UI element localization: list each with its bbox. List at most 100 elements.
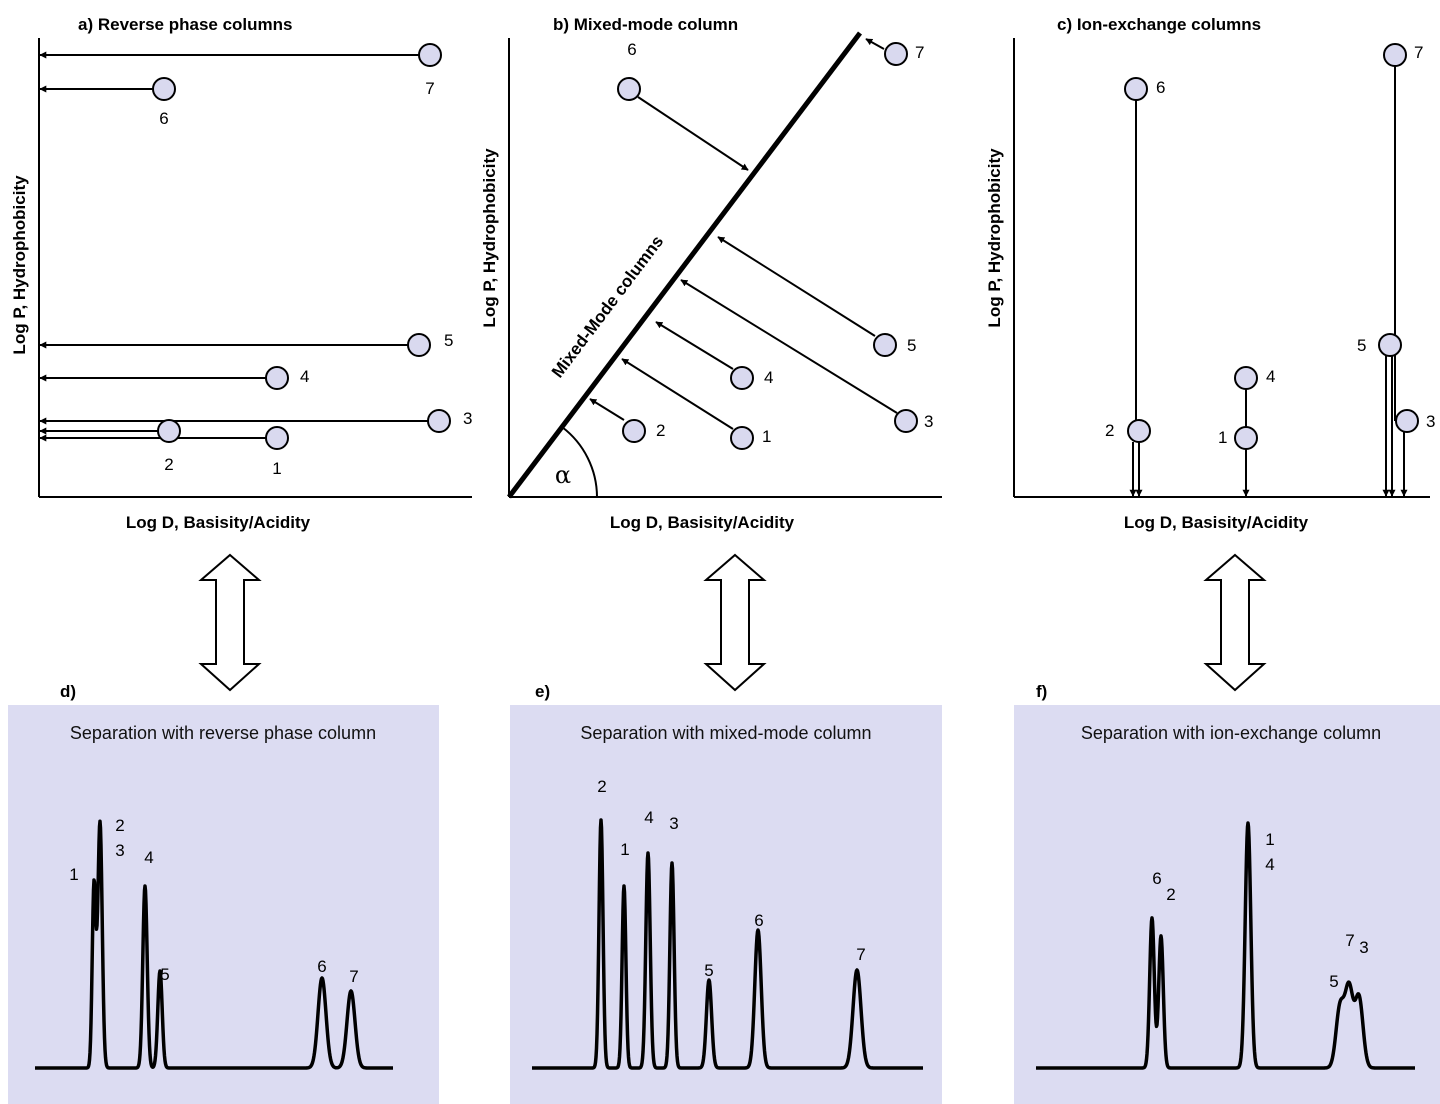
- diagram-b-arrow-1: [621, 358, 734, 430]
- diagram-b-point-7: [884, 42, 908, 66]
- peak-e-label-1: 1: [620, 840, 629, 859]
- diagram-b-label-2: 2: [656, 421, 665, 440]
- diagram-b-point-3: [894, 409, 918, 433]
- diagram-b-point-1: [730, 426, 754, 450]
- diagram-b-label-3: 3: [924, 412, 933, 431]
- double-arrow-a-d: [198, 553, 262, 692]
- diagram-b-arrow-2: [589, 398, 625, 421]
- peak-d-label-1: 1: [69, 865, 78, 884]
- diagram-b-label-6: 6: [627, 40, 636, 59]
- mixed-mode-line: [507, 31, 862, 499]
- separation-d-title: Separation with reverse phase column: [70, 723, 376, 743]
- diagram-b-label-1: 1: [762, 427, 771, 446]
- diagram-a-point-6: [152, 77, 176, 101]
- diagram-b-arrow-6: [637, 96, 749, 171]
- diagram-b-x-axis-label: Log D, Basisity/Acidity: [610, 513, 795, 532]
- diagram-c-point-6: [1124, 77, 1148, 101]
- diagram-a-x-axis-label: Log D, Basisity/Acidity: [126, 513, 311, 532]
- separation-e-background: [510, 705, 942, 1104]
- diagram-b-arrow-4: [655, 321, 734, 370]
- peak-d-label-6: 6: [317, 957, 326, 976]
- diagram-a-title: a) Reverse phase columns: [78, 15, 292, 34]
- peak-e-label-5: 5: [704, 961, 713, 980]
- diagram-a-label-4: 4: [300, 367, 309, 386]
- diagram-c-label-4: 4: [1266, 367, 1275, 386]
- separation-panel-d: Separation with reverse phase column 1 2…: [8, 705, 439, 1104]
- chromatogram-f-trace: [1034, 821, 1417, 1070]
- double-arrow-c-f: [1203, 553, 1267, 692]
- diagram-c-point-2: [1127, 419, 1151, 443]
- diagram-c-y-axis-label: Log P, Hydrophobicity: [985, 148, 1004, 328]
- peak-e-label-7: 7: [856, 945, 865, 964]
- separation-f-title: Separation with ion-exchange column: [1081, 723, 1381, 743]
- diagram-a-point-4: [265, 366, 289, 390]
- diagram-b-label-7: 7: [915, 43, 924, 62]
- diagram-c-point-5: [1378, 333, 1402, 357]
- peak-f-label-3: 3: [1359, 938, 1368, 957]
- diagram-a-label-2: 2: [164, 455, 173, 474]
- diagram-a-label-5: 5: [444, 331, 453, 350]
- mixed-mode-line-label: Mixed-Mode columns: [548, 232, 667, 381]
- separation-f-tag: f): [1036, 682, 1047, 701]
- peak-f-label-6: 6: [1152, 869, 1161, 888]
- angle-alpha-label: α: [555, 461, 571, 489]
- separation-d-tag: d): [60, 682, 76, 701]
- diagram-a-point-3: [427, 409, 451, 433]
- diagram-b-label-5: 5: [907, 336, 916, 355]
- peak-f-label-5: 5: [1329, 972, 1338, 991]
- diagram-a-label-7: 7: [425, 79, 434, 98]
- diagram-c-label-5: 5: [1357, 336, 1366, 355]
- diagram-a-point-1: [265, 426, 289, 450]
- diagram-c-point-4: [1234, 366, 1258, 390]
- diagram-c-label-6: 6: [1156, 78, 1165, 97]
- diagram-c-point-7: [1383, 43, 1407, 67]
- diagram-b-point-4: [730, 366, 754, 390]
- separation-e-title: Separation with mixed-mode column: [580, 723, 871, 743]
- diagram-a-y-axis-label: Log P, Hydrophobicity: [10, 175, 29, 355]
- peak-d-label-2: 2: [115, 816, 124, 835]
- separation-panel-f: Separation with ion-exchange column 6 2 …: [1014, 705, 1440, 1104]
- diagram-a-label-1: 1: [272, 459, 281, 478]
- double-arrow-b-e: [703, 553, 767, 692]
- diagram-a-point-7: [418, 43, 442, 67]
- diagram-b-label-4: 4: [764, 368, 773, 387]
- peak-d-label-4: 4: [144, 848, 153, 867]
- diagram-c-point-3: [1395, 409, 1419, 433]
- diagram-b-point-5: [873, 333, 897, 357]
- peak-f-label-2: 2: [1166, 885, 1175, 904]
- diagram-c-title: c) Ion-exchange columns: [1057, 15, 1261, 34]
- diagram-a-label-6: 6: [159, 109, 168, 128]
- diagram-a-reverse-phase: a) Reverse phase columns Log P, Hydropho…: [10, 15, 472, 532]
- peak-e-label-6: 6: [754, 911, 763, 930]
- diagram-c-label-1: 1: [1218, 428, 1227, 447]
- diagram-c-label-3: 3: [1426, 412, 1435, 431]
- peak-e-label-2: 2: [597, 777, 606, 796]
- angle-arc: [561, 426, 598, 498]
- separation-d-background: [8, 705, 439, 1104]
- diagram-b-mixed-mode: b) Mixed-mode column Log P, Hydrophobici…: [480, 15, 942, 532]
- diagram-a-point-5: [407, 333, 431, 357]
- peak-f-label-4: 4: [1265, 855, 1274, 874]
- chromatogram-d-trace: [33, 819, 395, 1070]
- diagram-c-label-2: 2: [1105, 421, 1114, 440]
- diagram-c-ion-exchange: c) Ion-exchange columns Log P, Hydrophob…: [985, 15, 1435, 532]
- peak-f-label-1: 1: [1265, 830, 1274, 849]
- peak-e-label-3: 3: [669, 814, 678, 833]
- peak-d-label-3: 3: [115, 841, 124, 860]
- diagram-a-point-2: [157, 419, 181, 443]
- diagram-a-label-3: 3: [463, 409, 472, 428]
- diagram-b-point-6: [617, 77, 641, 101]
- diagram-b-arrow-5: [717, 236, 876, 337]
- peak-e-label-4: 4: [644, 808, 653, 827]
- peak-f-label-7: 7: [1345, 931, 1354, 950]
- peak-d-label-7: 7: [349, 967, 358, 986]
- separation-f-background: [1014, 705, 1440, 1104]
- diagram-b-point-2: [622, 419, 646, 443]
- peak-d-label-5: 5: [160, 965, 169, 984]
- separation-panel-e: Separation with mixed-mode column 2 1 4 …: [510, 705, 942, 1104]
- chromatogram-e-trace: [530, 818, 925, 1070]
- diagram-c-point-1: [1234, 426, 1258, 450]
- separation-e-tag: e): [535, 682, 550, 701]
- diagram-c-label-7: 7: [1414, 43, 1423, 62]
